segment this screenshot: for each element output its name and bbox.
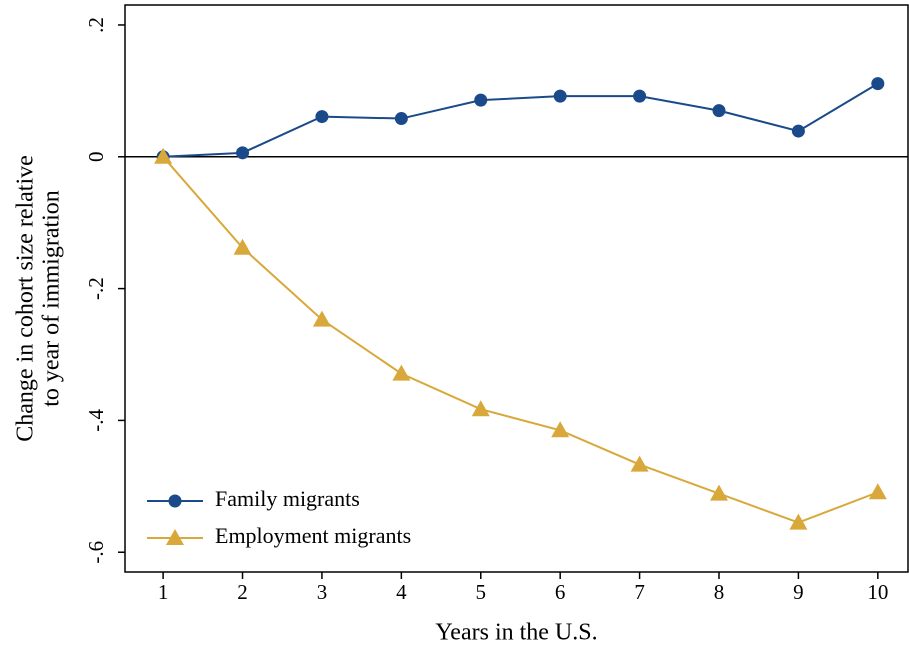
y-axis-label: to year of immigration [39, 190, 65, 407]
marker [712, 104, 726, 118]
marker [791, 124, 805, 138]
x-tick-label: 1 [158, 580, 169, 604]
x-tick-label: 3 [317, 580, 328, 604]
marker [868, 483, 887, 500]
marker [471, 400, 490, 417]
marker [312, 310, 331, 327]
x-tick-label: 6 [555, 580, 566, 604]
marker [630, 455, 649, 472]
x-tick-label: 10 [867, 580, 888, 604]
y-axis-label: Change in cohort size relative [13, 155, 39, 442]
legend-label: Family migrants [215, 486, 360, 511]
series-line [163, 82, 879, 158]
y-tick-label: .2 [84, 17, 108, 33]
marker [168, 494, 182, 508]
marker [633, 89, 647, 103]
marker [236, 146, 250, 160]
marker [553, 89, 567, 103]
legend-label: Employment migrants [215, 523, 411, 548]
y-tick-label: -.2 [84, 277, 108, 300]
marker [154, 147, 173, 164]
marker [474, 93, 488, 107]
x-tick-label: 9 [793, 580, 804, 604]
x-tick-label: 5 [476, 580, 487, 604]
marker [789, 513, 808, 530]
y-tick-label: -.6 [84, 541, 108, 564]
marker [710, 484, 728, 501]
marker [392, 364, 411, 381]
y-tick-label: -.4 [84, 409, 108, 432]
marker [315, 110, 329, 124]
x-tick-label: 8 [714, 580, 725, 604]
marker [394, 112, 408, 126]
x-tick-label: 7 [634, 580, 645, 604]
marker [871, 77, 885, 91]
marker [166, 529, 184, 545]
series-line [162, 156, 879, 524]
x-axis-label: Years in the U.S. [435, 620, 597, 646]
x-tick-label: 4 [396, 580, 407, 604]
x-tick-label: 2 [237, 580, 248, 604]
marker [233, 238, 252, 255]
y-tick-label: 0 [84, 152, 108, 163]
marker [551, 421, 570, 438]
